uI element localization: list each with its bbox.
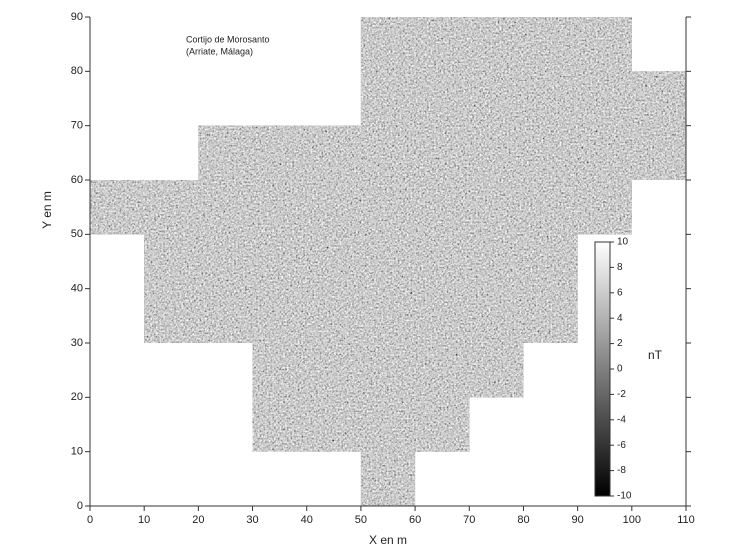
x-tick-label: 30 <box>246 514 258 526</box>
x-tick-label: 70 <box>463 514 475 526</box>
chart-title: Cortijo de Morosanto <box>186 34 270 44</box>
colorbar-label: nT <box>648 348 663 362</box>
x-tick-label: 90 <box>572 514 584 526</box>
colorbar-tick-label: 8 <box>617 262 623 273</box>
colorbar-tick-label: 0 <box>617 364 623 375</box>
colorbar <box>594 241 611 497</box>
x-tick-label: 60 <box>409 514 421 526</box>
y-tick-label: 40 <box>71 283 83 295</box>
colorbar-tick-label: 10 <box>617 237 629 248</box>
x-tick-label: 0 <box>87 514 93 526</box>
y-tick-label: 20 <box>71 391 83 403</box>
colorbar-tick-label: -10 <box>617 491 632 502</box>
y-tick-label: 30 <box>71 337 83 349</box>
colorbar-tick-label: -2 <box>617 389 626 400</box>
y-tick-label: 50 <box>71 228 83 240</box>
y-tick-label: 0 <box>77 500 83 512</box>
colorbar-tick-label: 6 <box>617 287 623 298</box>
chart-subtitle: (Arriate, Málaga) <box>186 46 253 56</box>
x-axis-label: X en m <box>369 533 407 547</box>
colorbar-tick-label: -8 <box>617 465 626 476</box>
x-tick-label: 100 <box>623 514 641 526</box>
colorbar-tick-label: -4 <box>617 414 626 425</box>
colorbar-tick-label: -6 <box>617 440 626 451</box>
x-tick-label: 50 <box>355 514 367 526</box>
y-tick-label: 60 <box>71 174 83 186</box>
x-tick-label: 110 <box>677 514 695 526</box>
y-axis-label: Y en m <box>40 191 54 229</box>
colorbar-tick-label: 4 <box>617 313 623 324</box>
y-tick-label: 10 <box>71 446 83 458</box>
x-tick-label: 80 <box>517 514 529 526</box>
x-tick-label: 10 <box>138 514 150 526</box>
x-tick-label: 40 <box>301 514 313 526</box>
y-tick-label: 90 <box>71 11 83 23</box>
y-tick-label: 80 <box>71 65 83 77</box>
x-tick-label: 20 <box>192 514 204 526</box>
colorbar-tick-label: 2 <box>617 338 623 349</box>
y-tick-label: 70 <box>71 120 83 132</box>
